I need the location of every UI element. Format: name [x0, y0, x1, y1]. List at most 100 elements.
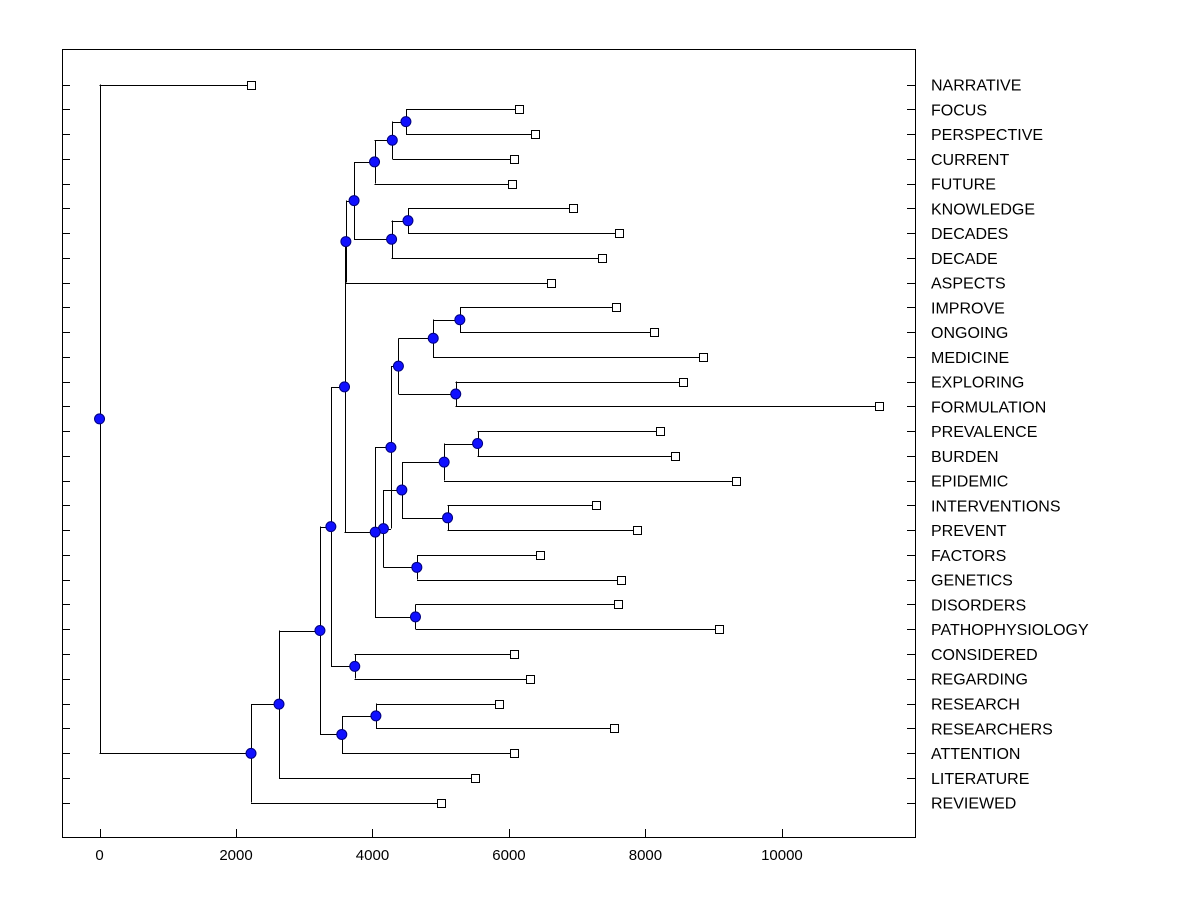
leaf-label-focus: FOCUS: [931, 102, 987, 119]
node-marker-n26: [314, 625, 326, 637]
node-marker-n19: [409, 611, 421, 623]
leaf-label-regarding: REGARDING: [931, 672, 1028, 689]
leaf-label-considered: CONSIDERED: [931, 647, 1038, 664]
leaf-label-improve: IMPROVE: [931, 300, 1005, 317]
node-marker-n15: [396, 484, 408, 496]
x-tick-label-8000: 8000: [629, 847, 662, 864]
leaf-marker-regarding: [526, 675, 535, 684]
node-marker-n14: [442, 512, 454, 524]
node-marker-n5: [386, 233, 398, 245]
leaf-label-genetics: GENETICS: [931, 573, 1013, 590]
leaf-label-interventions: INTERVENTIONS: [931, 498, 1061, 515]
leaf-marker-decade: [598, 254, 607, 263]
node-marker-n7: [340, 236, 352, 248]
leaf-marker-medicine: [699, 353, 708, 362]
leaf-marker-interventions: [592, 501, 601, 510]
leaf-marker-improve: [612, 303, 621, 312]
node-marker-n20: [369, 526, 381, 538]
dendrogram-branches: [99, 84, 879, 804]
node-marker-n8: [454, 314, 466, 326]
leaf-marker-disorders: [614, 600, 623, 609]
leaf-marker-focus: [515, 105, 524, 114]
node-marker-n13: [438, 456, 450, 468]
leaf-marker-knowledge: [569, 204, 578, 213]
leaf-label-knowledge: KNOWLEDGE: [931, 201, 1035, 218]
leaf-marker-attention: [510, 749, 519, 758]
leaf-label-decades: DECADES: [931, 226, 1008, 243]
leaf-label-future: FUTURE: [931, 177, 996, 194]
node-marker-n9: [427, 332, 439, 344]
leaf-label-formulation: FORMULATION: [931, 399, 1046, 416]
leaf-label-current: CURRENT: [931, 152, 1009, 169]
node-marker-n10: [450, 388, 462, 400]
leaf-label-research: RESEARCH: [931, 697, 1020, 714]
leaf-marker-narrative: [247, 81, 256, 90]
x-tick-label-0: 0: [95, 847, 103, 864]
leaf-label-narrative: NARRATIVE: [931, 78, 1021, 95]
leaf-labels: NARRATIVE FOCUS PERSPECTIVE CURRENT FUTURE KN…: [931, 78, 1089, 813]
node-markers: [94, 116, 484, 759]
leaf-label-factors: FACTORS: [931, 548, 1006, 565]
leaf-marker-pathophysiology: [715, 625, 724, 634]
node-marker-n24: [370, 710, 382, 722]
leaf-marker-literature: [471, 774, 480, 783]
leaf-marker-epidemic: [732, 477, 741, 486]
node-marker-n4: [402, 215, 414, 227]
leaf-marker-decades: [615, 229, 624, 238]
leaf-label-researchers: RESEARCHERS: [931, 721, 1053, 738]
x-tick-label-2000: 2000: [219, 847, 252, 864]
leaf-label-prevent: PREVENT: [931, 523, 1007, 540]
node-marker-n21: [339, 381, 351, 393]
x-axis: 0 2000 4000 6000 8000 10000: [95, 829, 803, 864]
leaf-marker-perspective: [531, 130, 540, 139]
leaf-markers: [247, 81, 884, 808]
leaf-marker-exploring: [679, 378, 688, 387]
y-tick-marks: [62, 85, 915, 804]
leaf-label-exploring: EXPLORING: [931, 375, 1024, 392]
leaf-marker-burden: [671, 452, 680, 461]
leaf-marker-future: [508, 180, 517, 189]
node-marker-n2: [386, 134, 398, 146]
leaf-marker-research: [495, 700, 504, 709]
leaf-label-attention: ATTENTION: [931, 746, 1020, 763]
leaf-label-ongoing: ONGOING: [931, 325, 1008, 342]
node-marker-n3: [369, 156, 381, 168]
leaf-marker-prevalence: [656, 427, 665, 436]
leaf-marker-reviewed: [437, 799, 446, 808]
leaf-marker-current: [510, 155, 519, 164]
x-tick-label-6000: 6000: [492, 847, 525, 864]
leaf-marker-ongoing: [650, 328, 659, 337]
node-marker-n22: [349, 660, 361, 672]
leaf-label-literature: LITERATURE: [931, 771, 1029, 788]
node-marker-n11: [392, 360, 404, 372]
leaf-label-perspective: PERSPECTIVE: [931, 127, 1043, 144]
node-marker-n29: [94, 413, 106, 425]
node-marker-n6: [348, 195, 360, 207]
leaf-label-reviewed: REVIEWED: [931, 796, 1016, 813]
node-marker-n28: [245, 747, 257, 759]
node-marker-n27: [273, 698, 285, 710]
node-marker-n25: [336, 728, 348, 740]
leaf-label-decade: DECADE: [931, 251, 998, 268]
leaf-label-medicine: MEDICINE: [931, 350, 1009, 367]
node-marker-n1: [400, 116, 412, 128]
leaf-marker-formulation: [875, 402, 884, 411]
leaf-marker-factors: [536, 551, 545, 560]
leaf-label-disorders: DISORDERS: [931, 597, 1026, 614]
x-tick-label-4000: 4000: [356, 847, 389, 864]
leaf-marker-considered: [510, 650, 519, 659]
leaf-label-pathophysiology: PATHOPHYSIOLOGY: [931, 622, 1089, 639]
x-tick-label-10000: 10000: [761, 847, 803, 864]
plot-frame: [62, 49, 916, 838]
node-marker-n18: [385, 441, 397, 453]
leaf-label-prevalence: PREVALENCE: [931, 424, 1037, 441]
leaf-label-epidemic: EPIDEMIC: [931, 474, 1008, 491]
leaf-label-aspects: ASPECTS: [931, 276, 1006, 293]
node-marker-n16: [411, 561, 423, 573]
leaf-marker-prevent: [633, 526, 642, 535]
leaf-marker-researchers: [610, 724, 619, 733]
leaf-marker-aspects: [547, 279, 556, 288]
leaf-marker-genetics: [617, 576, 626, 585]
node-marker-n12: [472, 438, 484, 450]
